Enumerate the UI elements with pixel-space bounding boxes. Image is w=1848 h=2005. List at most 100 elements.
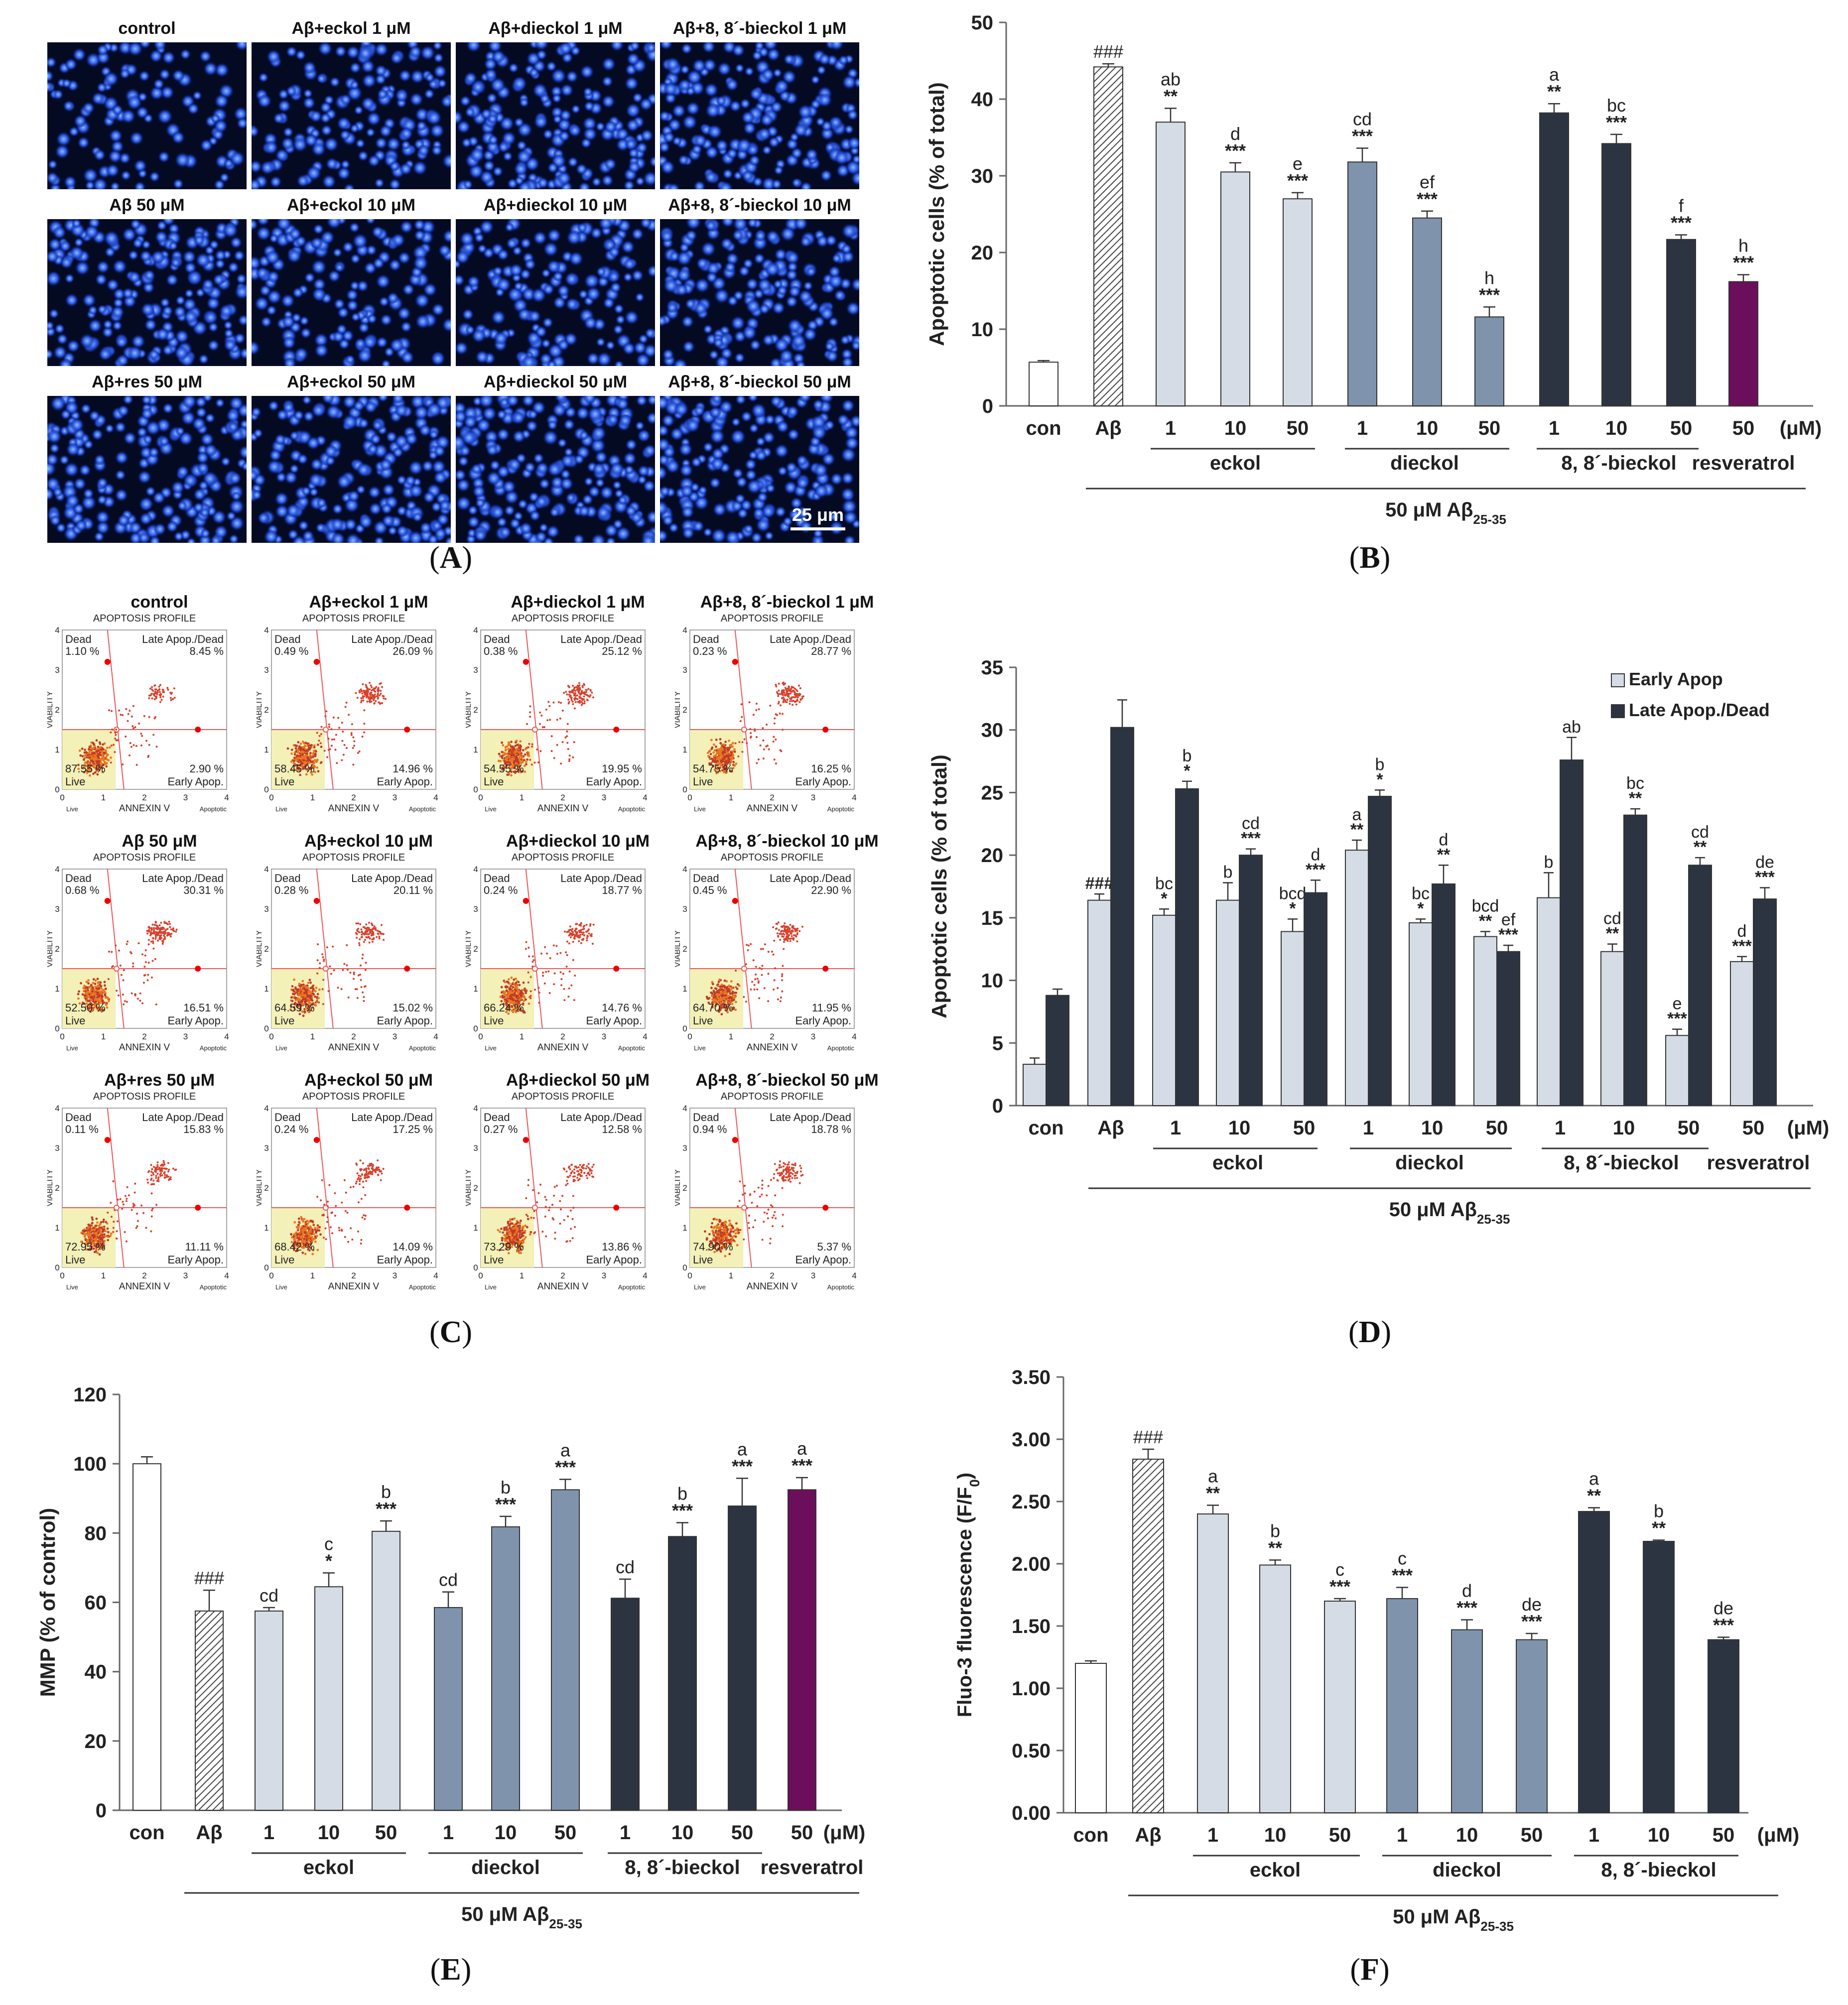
event-dot — [582, 698, 584, 700]
bar — [1283, 198, 1313, 406]
event-dot — [754, 728, 756, 731]
cell-nucleus — [115, 470, 126, 481]
cell-nucleus — [635, 292, 645, 302]
event-dot — [307, 987, 310, 990]
event-dot — [82, 1002, 84, 1004]
event-dot — [372, 927, 375, 929]
event-dot — [110, 731, 112, 734]
event-dot — [294, 1002, 297, 1004]
cell-nucleus — [292, 137, 307, 152]
event-dot — [515, 740, 518, 742]
event-dot — [297, 741, 300, 744]
cell-nucleus — [749, 155, 760, 166]
event-dot — [311, 773, 314, 776]
event-dot — [750, 732, 752, 734]
cell-nucleus — [732, 468, 743, 479]
event-dot — [727, 755, 729, 758]
treatment-label: 50 μM Aβ25-35 — [1385, 499, 1506, 527]
gate-marker — [313, 898, 320, 904]
cell-nucleus — [767, 48, 780, 61]
event-dot — [370, 700, 373, 703]
cell-nucleus — [791, 147, 802, 159]
cell-nucleus — [413, 255, 428, 271]
cell-nucleus — [846, 301, 859, 316]
event-dot — [102, 753, 104, 756]
cell-nucleus — [148, 349, 160, 360]
cell-nucleus — [182, 250, 196, 263]
event-dot — [773, 758, 776, 761]
cell-nucleus — [614, 489, 624, 499]
event-dot — [570, 691, 572, 693]
event-dot — [790, 688, 792, 690]
event-dot — [101, 1002, 104, 1004]
event-dot — [150, 940, 152, 943]
cell-nucleus — [484, 68, 497, 81]
event-dot — [378, 935, 381, 938]
cell-nucleus — [326, 157, 338, 170]
cell-nucleus — [779, 349, 793, 363]
event-dot — [778, 693, 780, 695]
cell-nucleus — [539, 93, 550, 104]
y-tick: 4 — [55, 626, 59, 635]
event-dot — [573, 707, 576, 710]
event-dot — [313, 759, 316, 762]
event-dot — [175, 928, 178, 931]
cell-nucleus — [287, 249, 301, 263]
cell-nucleus — [266, 305, 277, 316]
cell-nucleus — [813, 463, 828, 478]
cell-nucleus — [112, 321, 123, 331]
cell-nucleus — [410, 70, 424, 84]
cell-nucleus — [389, 178, 400, 189]
event-dot — [508, 752, 511, 755]
event-dot — [132, 962, 134, 965]
event-dot — [371, 924, 374, 926]
event-dot — [101, 766, 104, 769]
event-dot — [117, 739, 119, 742]
event-dot — [84, 994, 86, 997]
event-dot — [518, 765, 521, 768]
cell-nucleus — [256, 267, 269, 279]
cell-nucleus — [701, 242, 716, 256]
cell-nucleus — [552, 403, 566, 417]
cell-nucleus — [854, 77, 859, 88]
cell-nucleus — [844, 125, 854, 134]
event-dot — [583, 684, 585, 686]
cell-nucleus — [851, 278, 859, 291]
cell-nucleus — [711, 457, 724, 471]
event-dot — [369, 699, 371, 701]
event-dot — [741, 741, 744, 744]
cell-nucleus — [53, 346, 67, 360]
event-dot — [106, 758, 108, 761]
cell-nucleus — [467, 515, 480, 528]
group-label: eckol — [1210, 452, 1261, 474]
event-dot — [163, 933, 166, 935]
y-tick: 3 — [264, 665, 268, 675]
event-dot — [143, 715, 145, 717]
event-dot — [513, 748, 516, 751]
y-tick: 3 — [55, 665, 59, 675]
cell-nucleus — [115, 451, 129, 464]
event-dot — [104, 984, 106, 987]
event-dot — [168, 934, 170, 936]
dead-percent: 0.49 % — [274, 645, 309, 657]
x-tick: 1 — [310, 793, 315, 802]
event-dot — [293, 1006, 295, 1009]
event-dot — [568, 701, 570, 703]
event-dot — [738, 741, 741, 744]
event-dot — [99, 1006, 102, 1009]
event-dot — [96, 1007, 99, 1010]
x-tick-label: 1 — [1165, 417, 1176, 439]
event-dot — [148, 697, 150, 699]
event-dot — [371, 938, 374, 941]
event-dot — [341, 740, 344, 742]
event-dot — [153, 931, 156, 933]
significance-stars: *** — [1352, 126, 1373, 146]
cell-nucleus — [298, 520, 309, 531]
event-dot — [309, 987, 312, 990]
event-dot — [772, 741, 775, 743]
event-dot — [589, 689, 592, 691]
cell-nucleus — [747, 479, 762, 494]
event-dot — [721, 769, 724, 772]
event-dot — [305, 986, 307, 989]
cell-nucleus — [537, 177, 549, 189]
